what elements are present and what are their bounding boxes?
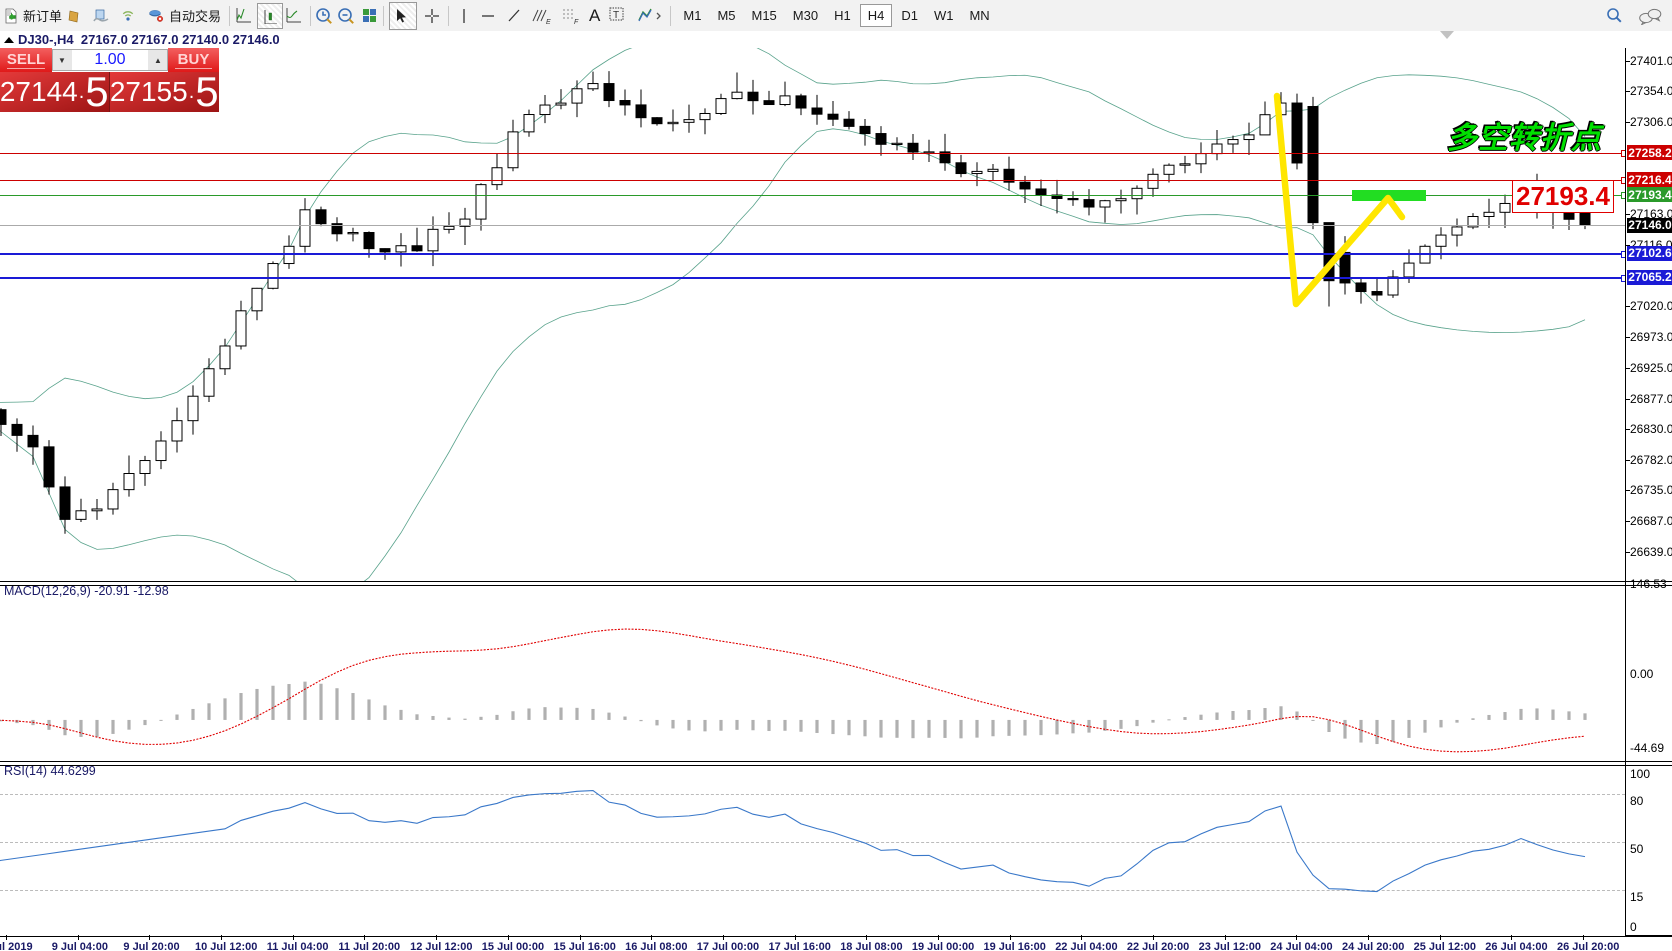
svg-text:T: T: [613, 10, 619, 21]
svg-text:F: F: [574, 19, 579, 25]
svg-text:E: E: [546, 19, 551, 25]
